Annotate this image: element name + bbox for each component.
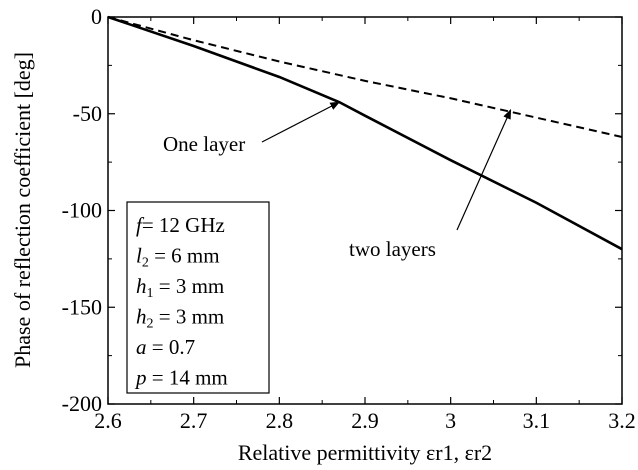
y-tick-label: -50 <box>73 101 102 126</box>
annotation-label: One layer <box>163 132 245 156</box>
annotation-arrow <box>261 101 341 143</box>
x-tick-label: 2.6 <box>94 408 122 433</box>
parameters-box: f= 12 GHz l2 = 6 mm h1 = 3 mm h2 = 3 mm a = … <box>126 201 270 394</box>
annotations: One layer two layers <box>163 101 512 261</box>
x-tick-label: 2.7 <box>180 408 208 433</box>
y-tick-label: -150 <box>62 294 102 319</box>
x-axis-title: Relative permittivity εr1, εr2 <box>238 440 492 465</box>
x-tick-label: 3.2 <box>608 408 636 433</box>
data-series <box>107 15 623 251</box>
parameter-line: a = 0.7 <box>136 335 195 359</box>
x-tick-label: 2.8 <box>266 408 294 433</box>
x-tick-label: 3.1 <box>523 408 551 433</box>
x-tick-label: 2.9 <box>351 408 379 433</box>
series-line-one-layer <box>107 15 623 251</box>
axis-tick-labels: 2.6 2.7 2.8 2.9 3 3.1 3.2 0 -50 -100 -150 -200 <box>62 4 636 433</box>
x-tick-label: 3 <box>445 408 456 433</box>
axis-ticks <box>107 16 623 405</box>
y-tick-label: -100 <box>62 198 102 223</box>
y-axis-title: Phase of reflection coefficient [deg] <box>10 52 35 368</box>
parameter-line: p = 14 mm <box>134 366 228 390</box>
annotation-arrow <box>456 108 512 231</box>
parameters-box-frame <box>126 201 270 394</box>
annotation-label: two layers <box>349 237 436 261</box>
parameter-line: f= 12 GHz <box>136 213 225 237</box>
parameter-line: h1 = 3 mm <box>136 274 224 301</box>
y-tick-label: 0 <box>91 4 102 29</box>
series-line-two-layers <box>107 16 623 138</box>
parameter-line: h2 = 3 mm <box>136 305 224 332</box>
y-tick-label: -200 <box>62 391 102 416</box>
parameter-line: l2 = 6 mm <box>136 244 220 271</box>
